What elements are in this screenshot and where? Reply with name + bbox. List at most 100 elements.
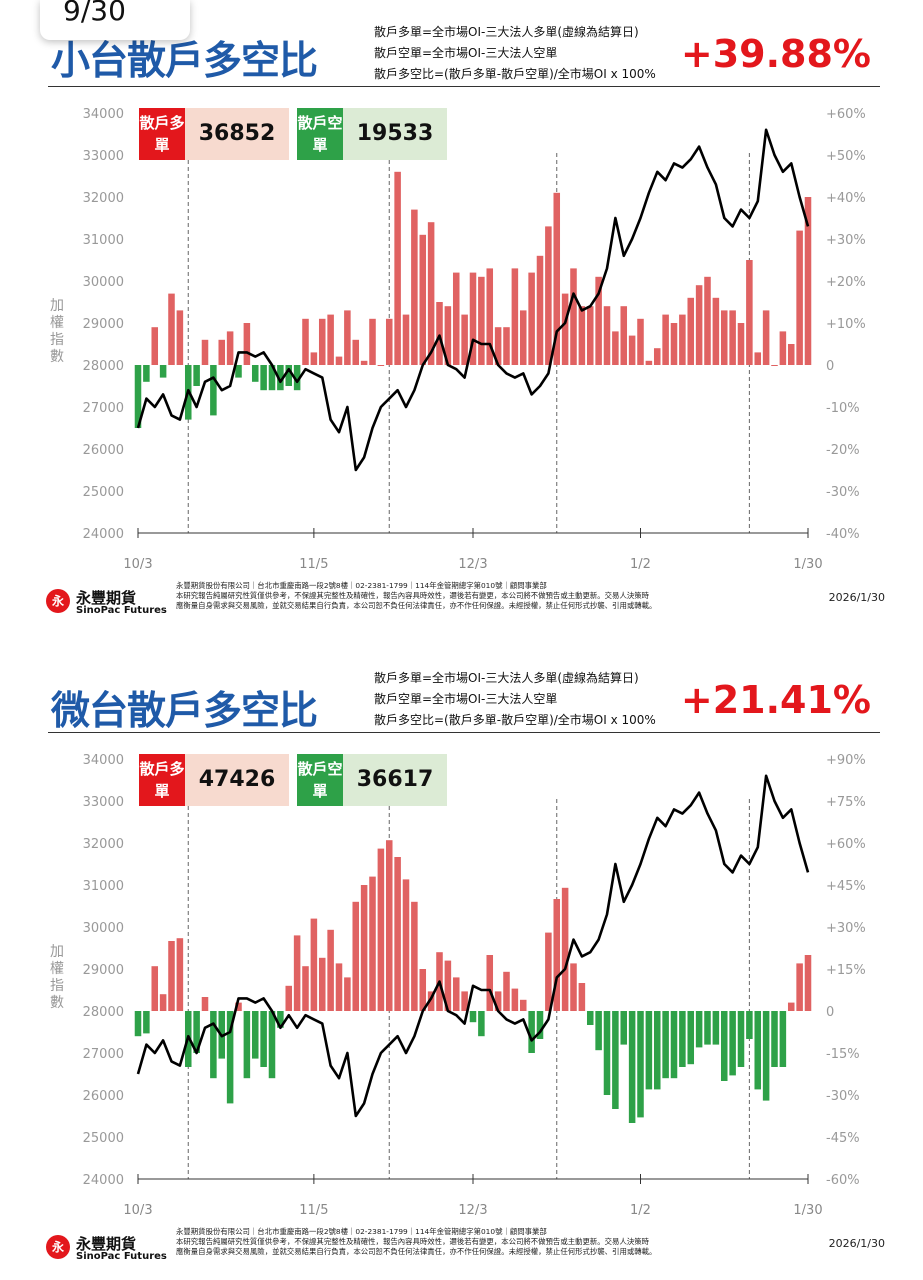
ratio-bar-positive [385, 840, 393, 1011]
ratio-bar-negative [762, 1011, 770, 1101]
ratio-bar-positive [704, 276, 711, 365]
ratio-bar-positive [503, 971, 510, 1011]
ratio-bar-positive [679, 314, 686, 365]
ratio-bar-positive [461, 314, 468, 365]
logo-name-en: SinoPac Futures [76, 1251, 167, 1262]
ratio-bar-positive [302, 966, 309, 1011]
ratio-bar-positive [595, 276, 602, 365]
ratio-bar-positive [452, 272, 460, 365]
ratio-bar-positive [394, 857, 401, 1011]
y-tick-label: 28000 [83, 359, 124, 374]
ratio-bar-negative [754, 1011, 762, 1090]
report-date: 2026/1/30 [828, 1237, 885, 1250]
short-value: 19533 [343, 108, 447, 160]
ratio-bar-positive [310, 918, 318, 1011]
ratio-bar-positive [335, 356, 343, 365]
x-tick-label: 1/2 [630, 557, 651, 572]
y2-tick-label: +60% [826, 837, 866, 852]
ratio-bar-positive [511, 988, 519, 1011]
header-divider [48, 86, 880, 87]
ratio-bar-positive [746, 260, 753, 365]
ratio-bar-positive [461, 991, 468, 1011]
ratio-bar-negative [260, 365, 267, 391]
y-tick-label: 25000 [83, 1131, 124, 1146]
y2-tick-label: +15% [826, 963, 866, 978]
ratio-bar-negative [134, 1011, 142, 1037]
x-tick-label: 12/3 [458, 557, 487, 572]
disclaimer-line: 應衡量自身需求與交易風險，並就交易結果自行負責，本公司恕不負任何法律責任，亦不作… [176, 601, 657, 610]
x-tick-label: 1/30 [793, 1203, 822, 1218]
ratio-bar-negative [679, 1011, 686, 1067]
ratio-bar-positive [787, 1002, 795, 1011]
y-tick-label: 33000 [83, 795, 124, 810]
y-tick-label: 24000 [83, 1173, 124, 1188]
y2-tick-label: +30% [826, 921, 866, 936]
ratio-bar-positive [444, 960, 452, 1011]
ratio-bar-positive [318, 318, 326, 365]
ratio-bar-positive [377, 848, 385, 1011]
ratio-bar-positive [553, 899, 561, 1011]
ratio-bar-positive [394, 171, 401, 365]
ratio-bar-positive [586, 306, 594, 365]
ratio-bar-positive [411, 209, 418, 365]
ratio-bar-positive [561, 887, 569, 1011]
ratio-bar-negative [737, 1011, 745, 1067]
chart-area: 34000 33000 32000 31000 30000 29000 28000 27000… [83, 107, 866, 572]
long-label: 散戶多單 [139, 108, 185, 160]
ratio-bar-positive [578, 306, 586, 365]
ratio-bar-positive [469, 272, 477, 365]
y-tick-label: 30000 [83, 275, 124, 290]
y2-tick-label: +10% [826, 317, 866, 332]
ratio-bar-negative [210, 1011, 217, 1079]
ratio-bar-negative [628, 1011, 636, 1123]
y-tick-label: 34000 [83, 107, 124, 122]
headline-ratio: +21.41% [680, 678, 871, 722]
headline-ratio: +39.88% [680, 32, 871, 76]
y-tick-label: 25000 [83, 485, 124, 500]
ratio-bar-negative [771, 1011, 778, 1067]
y-axis-label: 加權指數 [50, 298, 64, 365]
ratio-bar-positive [720, 310, 728, 365]
ratio-bar-negative [653, 1011, 661, 1090]
ratio-bar-positive [545, 226, 552, 365]
ratio-bar-negative [268, 1011, 276, 1079]
chart-panel-mini-taiex: 小台散戶多空比 散戶多單=全市場OI-三大法人多單(虛線為結算日) 散戶空單=全… [18, 0, 905, 634]
ratio-bar-positive [637, 318, 644, 365]
ratio-bar-positive [779, 331, 787, 365]
disclaimer-line: 永豐期貨股份有限公司｜台北市重慶南路一段2號8樓｜02-2381-1799｜11… [176, 1227, 547, 1236]
ratio-bar-negative [226, 1011, 234, 1104]
y-tick-label: 28000 [83, 1005, 124, 1020]
disclaimer-line: 本研究報告純屬研究性質僅供參考，不保證其完整性及精確性，報告內容具時效性，邇後若… [176, 591, 650, 600]
ratio-bar-positive [327, 929, 334, 1011]
long-value: 36852 [185, 108, 289, 160]
x-tick-label: 1/2 [630, 1203, 651, 1218]
ratio-bar-positive [486, 268, 494, 365]
y2-tick-label: 0 [826, 359, 834, 374]
ratio-bar-negative [243, 1011, 251, 1079]
short-label: 散戶空單 [297, 108, 343, 160]
ratio-bar-positive [235, 1002, 242, 1011]
definition-line: 散戶多單=全市場OI-三大法人多單(虛線為結算日) [374, 25, 639, 39]
y-tick-label: 31000 [83, 233, 124, 248]
y2-tick-label: +45% [826, 879, 866, 894]
ratio-bar-negative [695, 1011, 703, 1048]
ratio-bar-negative [595, 1011, 602, 1051]
definition-line: 散戶多空比=(散戶多單-散戶空單)/全市場OI x 100% [374, 67, 656, 81]
ratio-bar-positive [226, 331, 234, 365]
disclaimer-line: 本研究報告純屬研究性質僅供參考，不保證其完整性及精確性，報告內容具時效性，邇後若… [176, 1237, 650, 1246]
ratio-bar-positive [662, 314, 669, 365]
chart-title: 小台散戶多空比 [51, 39, 318, 84]
long-value: 47426 [185, 754, 289, 806]
ratio-bar-negative [779, 1011, 787, 1067]
ratio-bar-positive [503, 327, 510, 365]
ratio-bar-negative [134, 365, 142, 428]
ratio-bar-negative [285, 365, 293, 386]
y2-tick-label: -15% [826, 1047, 860, 1062]
ratio-bar-positive [427, 991, 435, 1011]
ratio-bar-negative [251, 365, 259, 382]
ratio-bar-positive [344, 977, 351, 1011]
index-line [136, 128, 810, 472]
ratio-bar-negative [235, 365, 242, 378]
chart-panel-micro-taiex: 微台散戶多空比 散戶多單=全市場OI-三大法人多單(虛線為結算日) 散戶空單=全… [18, 652, 905, 1280]
y-tick-label: 26000 [83, 1089, 124, 1104]
